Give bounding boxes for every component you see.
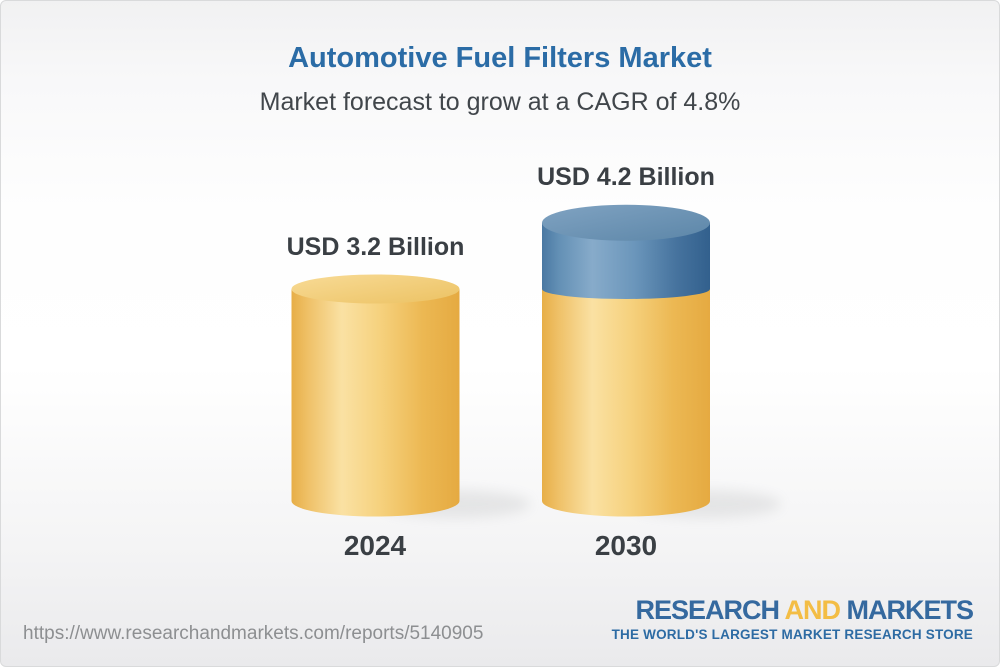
page-subtitle: Market forecast to grow at a CAGR of 4.8… <box>259 88 741 116</box>
logo-tagline: THE WORLD'S LARGEST MARKET RESEARCH STOR… <box>611 627 973 643</box>
year-label-2024: 2024 <box>343 530 407 561</box>
cylinder-base-2030 <box>542 289 710 501</box>
logo-wordmark: RESEARCH AND MARKETS <box>612 595 974 625</box>
cylinder-bottom-cap-2024 <box>291 485 460 517</box>
cylinder-top-cap-2024 <box>291 274 460 304</box>
research-and-markets-logo: RESEARCH AND MARKETS THE WORLD'S LARGEST… <box>611 595 974 643</box>
logo-word-research: RESEARCH <box>635 595 780 625</box>
report-url-link[interactable]: https://www.researchandmarkets.com/repor… <box>23 623 484 644</box>
logo-word-and: AND <box>784 595 840 625</box>
year-label-2030: 2030 <box>594 530 658 561</box>
page-title: Automotive Fuel Filters Market <box>288 42 712 74</box>
value-label-0: USD 3.2 Billion <box>286 232 465 261</box>
cylinder-bottom-cap-2030 <box>542 485 710 517</box>
logo-word-markets: MARKETS <box>846 595 974 625</box>
cylinder-top-cap-2030 <box>542 204 710 241</box>
value-label-1: USD 4.2 Billion <box>537 162 715 191</box>
cylinder-base-2024 <box>291 289 460 501</box>
